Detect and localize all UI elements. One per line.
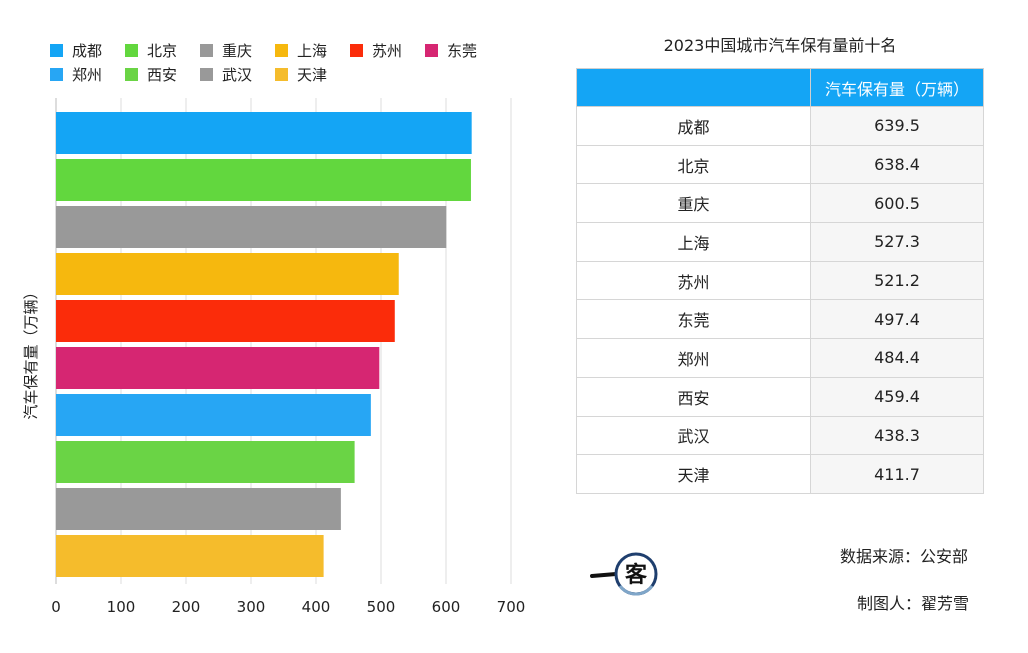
table-header-row: 汽车保有量（万辆） (576, 68, 984, 107)
table-row: 重庆 600.5 (576, 183, 984, 224)
table-row: 郑州 484.4 (576, 338, 984, 378)
x-tick-label: 200 (172, 598, 201, 616)
legend-swatch (425, 43, 438, 57)
svg-text:客: 客 (625, 562, 648, 588)
x-tick-label: 300 (237, 598, 266, 616)
legend-swatch (200, 67, 213, 81)
legend-item: 北京 (125, 40, 200, 61)
x-tick-label: 100 (107, 598, 136, 616)
logo-icon: 客 (590, 552, 658, 596)
bar-天津 (56, 535, 324, 577)
table-cell-city: 重庆 (576, 183, 811, 224)
x-tick-label: 700 (497, 598, 526, 616)
table-cell-city: 成都 (576, 106, 811, 146)
legend-item: 天津 (275, 64, 350, 85)
table-cell-value: 527.3 (810, 222, 984, 262)
legend-swatch (200, 43, 213, 57)
table-cell-value: 484.4 (810, 338, 984, 378)
chart-legend: 成都 北京 重庆 上海 苏州 东莞 郑州 西安 武汉 天津 (50, 38, 510, 86)
legend-label: 武汉 (222, 65, 253, 84)
table-row: 北京 638.4 (576, 144, 984, 185)
legend-swatch (125, 67, 138, 81)
table-title: 2023中国城市汽车保有量前十名 (663, 36, 897, 55)
data-table: 汽车保有量（万辆） 成都 639.5 北京 638.4 重庆 600.5 上海 527.3 苏州… (576, 68, 984, 494)
bar-郑州 (56, 394, 371, 436)
x-tick-label: 600 (432, 598, 461, 616)
bar-上海 (56, 253, 399, 295)
legend-label: 天津 (297, 65, 328, 84)
table-cell-value: 521.2 (810, 260, 984, 301)
legend-item: 武汉 (200, 64, 275, 85)
x-axis-ticks: 0 100 200 300 400 500 600 700 (51, 598, 525, 616)
bar-重庆 (56, 206, 447, 248)
table-cell-city: 武汉 (576, 415, 811, 456)
legend-item: 西安 (125, 64, 200, 85)
legend-label: 北京 (147, 41, 178, 60)
x-tick-label: 400 (302, 598, 331, 616)
legend-item: 重庆 (200, 40, 275, 61)
legend-label: 上海 (297, 41, 328, 60)
table-cell-city: 苏州 (576, 260, 811, 301)
table-cell-city: 北京 (576, 144, 811, 185)
x-tick-label: 0 (51, 598, 61, 616)
legend-row: 郑州 西安 武汉 天津 (50, 62, 510, 86)
table-row: 西安 459.4 (576, 376, 984, 417)
table-cell-value: 638.4 (810, 144, 984, 185)
bar-series (56, 112, 472, 577)
bar-成都 (56, 112, 472, 154)
legend-swatch (275, 43, 288, 57)
legend-label: 西安 (147, 65, 178, 84)
table-cell-value: 459.4 (810, 376, 984, 417)
table-cell-value: 639.5 (810, 106, 984, 146)
table-cell-city: 东莞 (576, 299, 811, 340)
legend-swatch (350, 43, 363, 57)
bar-chart: 0 100 200 300 400 500 600 700 汽车保有量（万辆） (22, 98, 525, 616)
table-cell-value: 411.7 (810, 454, 984, 494)
table-row: 苏州 521.2 (576, 260, 984, 301)
author-note: 制图人：翟芳雪 (857, 594, 970, 613)
source-note: 数据来源：公安部 (840, 547, 969, 566)
legend-label: 东莞 (447, 41, 478, 60)
table-row: 成都 639.5 (576, 106, 984, 146)
legend-item: 东莞 (425, 40, 500, 61)
bar-武汉 (56, 488, 341, 530)
legend-row: 成都 北京 重庆 上海 苏州 东莞 (50, 38, 510, 62)
table-cell-value: 600.5 (810, 183, 984, 224)
legend-swatch (50, 43, 63, 57)
table-row: 东莞 497.4 (576, 299, 984, 340)
table-row: 武汉 438.3 (576, 415, 984, 456)
legend-swatch (50, 67, 63, 81)
legend-swatch (125, 43, 138, 57)
table-cell-value: 497.4 (810, 299, 984, 340)
table-row: 上海 527.3 (576, 222, 984, 262)
table-cell-city: 上海 (576, 222, 811, 262)
y-axis-label: 汽车保有量（万辆） (22, 284, 40, 419)
table-cell-value: 438.3 (810, 415, 984, 456)
legend-item: 苏州 (350, 40, 425, 61)
legend-label: 郑州 (72, 65, 103, 84)
bar-北京 (56, 159, 471, 201)
bar-东莞 (56, 347, 380, 389)
legend-item: 上海 (275, 40, 350, 61)
x-tick-label: 500 (367, 598, 396, 616)
table-header-value: 汽车保有量（万辆） (810, 68, 984, 107)
legend-item: 成都 (50, 40, 125, 61)
table-cell-city: 郑州 (576, 338, 811, 378)
legend-label: 苏州 (372, 41, 403, 60)
table-row: 天津 411.7 (576, 454, 984, 494)
legend-swatch (275, 67, 288, 81)
bar-西安 (56, 441, 355, 483)
legend-label: 成都 (72, 41, 103, 60)
bar-苏州 (56, 300, 395, 342)
table-header-city (576, 68, 811, 107)
table-cell-city: 西安 (576, 376, 811, 417)
table-cell-city: 天津 (576, 454, 811, 494)
legend-label: 重庆 (222, 41, 253, 60)
legend-item: 郑州 (50, 64, 125, 85)
